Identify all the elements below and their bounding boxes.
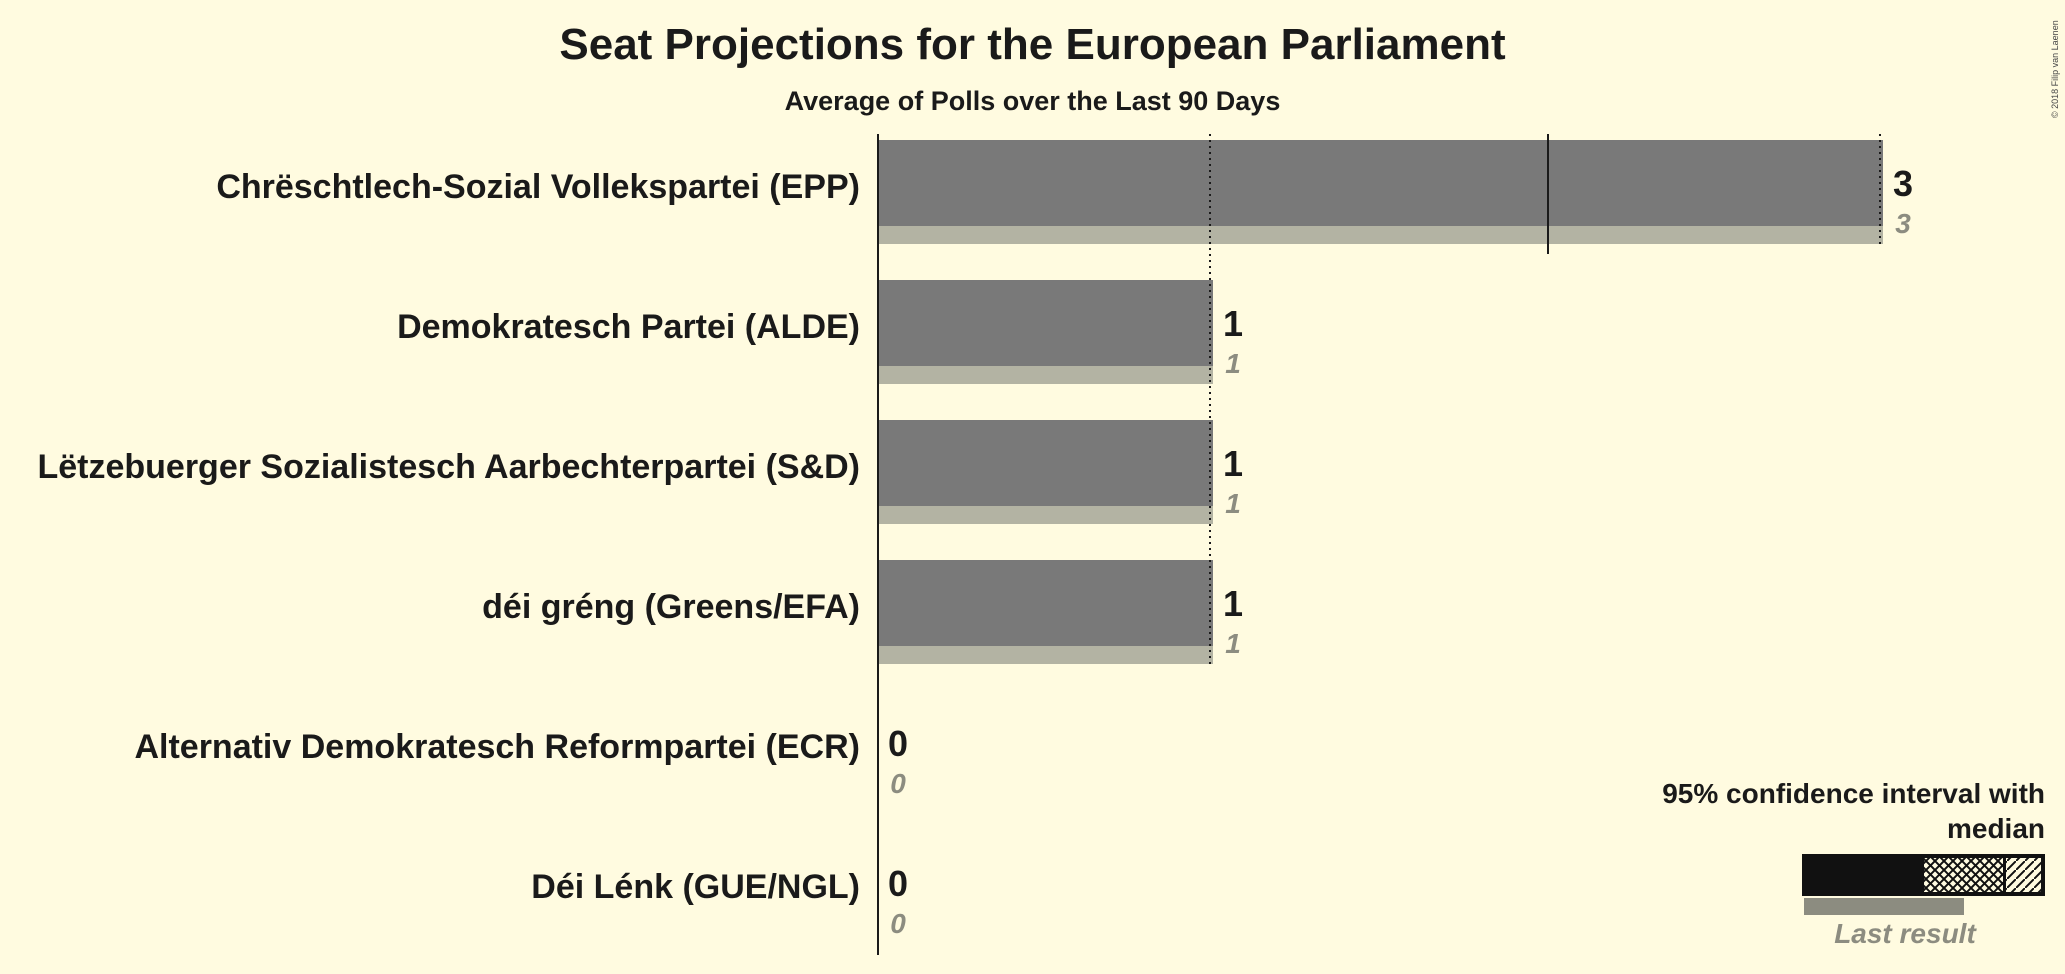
legend-last-result-label: Last result bbox=[1834, 918, 1976, 949]
last-result-label: 3 bbox=[1895, 208, 1911, 239]
legend-hatch-swatch bbox=[2006, 858, 2041, 892]
party-label: Demokratesch Partei (ALDE) bbox=[397, 308, 860, 346]
party-label: Lëtzebuerger Sozialistesch Aarbechterpar… bbox=[37, 448, 860, 486]
legend-swatch bbox=[1802, 854, 2045, 915]
last-result-label: 0 bbox=[890, 768, 906, 799]
last-result-bar bbox=[878, 366, 1213, 384]
median-bar bbox=[878, 280, 1213, 366]
legend-last-result-swatch bbox=[1804, 898, 1964, 915]
legend-interval-frame bbox=[1802, 854, 2045, 896]
median-bar bbox=[878, 420, 1213, 506]
value-label: 0 bbox=[888, 723, 908, 764]
median-bar bbox=[878, 560, 1213, 646]
last-result-label: 1 bbox=[1225, 348, 1241, 379]
last-result-label: 0 bbox=[890, 908, 906, 939]
value-label: 0 bbox=[888, 863, 908, 904]
last-result-bar bbox=[878, 646, 1213, 664]
party-label: Alternativ Demokratesch Reformpartei (EC… bbox=[134, 728, 860, 766]
value-label: 3 bbox=[1893, 163, 1913, 204]
chart-subtitle: Average of Polls over the Last 90 Days bbox=[784, 86, 1281, 116]
legend-crosshatch-swatch bbox=[1924, 858, 2003, 892]
median-bar bbox=[878, 140, 1883, 226]
value-label: 1 bbox=[1223, 583, 1243, 624]
value-label: 1 bbox=[1223, 303, 1243, 344]
last-result-label: 1 bbox=[1225, 488, 1241, 519]
legend-title: 95% confidence interval with median bbox=[1662, 778, 2045, 844]
value-label: 1 bbox=[1223, 443, 1243, 484]
last-result-label: 1 bbox=[1225, 628, 1241, 659]
last-result-bar bbox=[878, 506, 1213, 524]
party-label: déi gréng (Greens/EFA) bbox=[482, 588, 860, 626]
chart-title: Seat Projections for the European Parlia… bbox=[559, 20, 1506, 69]
party-label: Déi Lénk (GUE/NGL) bbox=[531, 868, 860, 906]
last-result-bar bbox=[878, 226, 1883, 244]
party-label: Chrëschtlech-Sozial Vollekspartei (EPP) bbox=[216, 168, 860, 206]
